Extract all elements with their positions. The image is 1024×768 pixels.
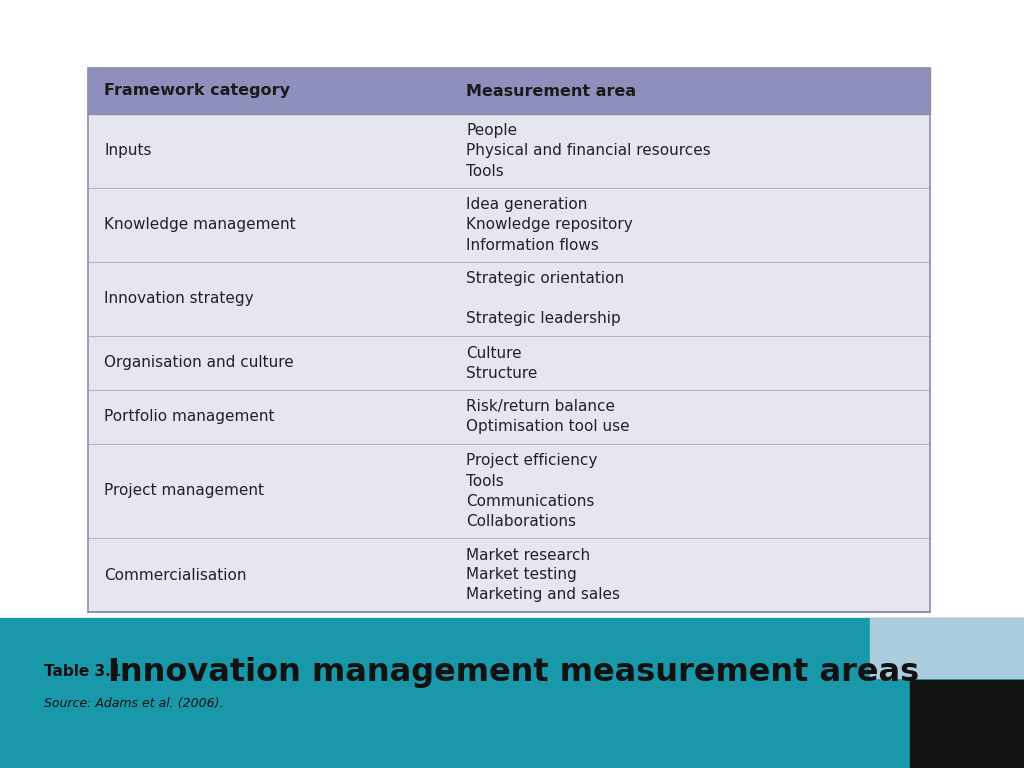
Text: People: People (466, 124, 517, 138)
Text: Inputs: Inputs (104, 144, 152, 158)
Bar (88, 68, 930, 612)
Bar (910, 680, 1024, 768)
Text: Communications: Communications (466, 494, 595, 508)
Text: Innovation management measurement areas: Innovation management measurement areas (108, 657, 920, 687)
Text: Information flows: Information flows (466, 237, 599, 253)
Text: Framework category: Framework category (104, 84, 290, 98)
Text: Collaborations: Collaborations (466, 514, 577, 528)
Text: Knowledge repository: Knowledge repository (466, 217, 633, 233)
Text: Culture: Culture (466, 346, 522, 360)
Text: Measurement area: Measurement area (466, 84, 636, 98)
Text: Knowledge management: Knowledge management (104, 217, 296, 233)
Text: Idea generation: Idea generation (466, 197, 588, 213)
Text: Innovation strategy: Innovation strategy (104, 292, 254, 306)
Text: Physical and financial resources: Physical and financial resources (466, 144, 711, 158)
Text: Strategic leadership: Strategic leadership (466, 312, 621, 326)
Text: Structure: Structure (466, 366, 538, 380)
Text: Table 3.1: Table 3.1 (44, 664, 121, 680)
Text: Portfolio management: Portfolio management (104, 409, 274, 425)
Bar (88, 68, 930, 114)
Text: Market research: Market research (466, 548, 591, 562)
Text: Source: Adams et al. (2006).: Source: Adams et al. (2006). (44, 697, 223, 710)
Text: Strategic orientation: Strategic orientation (466, 272, 625, 286)
Bar (0, 618, 1024, 768)
Text: Tools: Tools (466, 474, 504, 488)
Text: Risk/return balance: Risk/return balance (466, 399, 615, 415)
Text: Tools: Tools (466, 164, 504, 178)
Text: Organisation and culture: Organisation and culture (104, 356, 294, 370)
Text: Commercialisation: Commercialisation (104, 568, 247, 582)
Text: Project management: Project management (104, 484, 264, 498)
Text: Marketing and sales: Marketing and sales (466, 588, 621, 603)
Bar (870, 618, 1024, 678)
Text: Market testing: Market testing (466, 568, 577, 582)
Text: Project efficiency: Project efficiency (466, 453, 598, 468)
Bar (88, 68, 930, 612)
Text: Optimisation tool use: Optimisation tool use (466, 419, 630, 435)
